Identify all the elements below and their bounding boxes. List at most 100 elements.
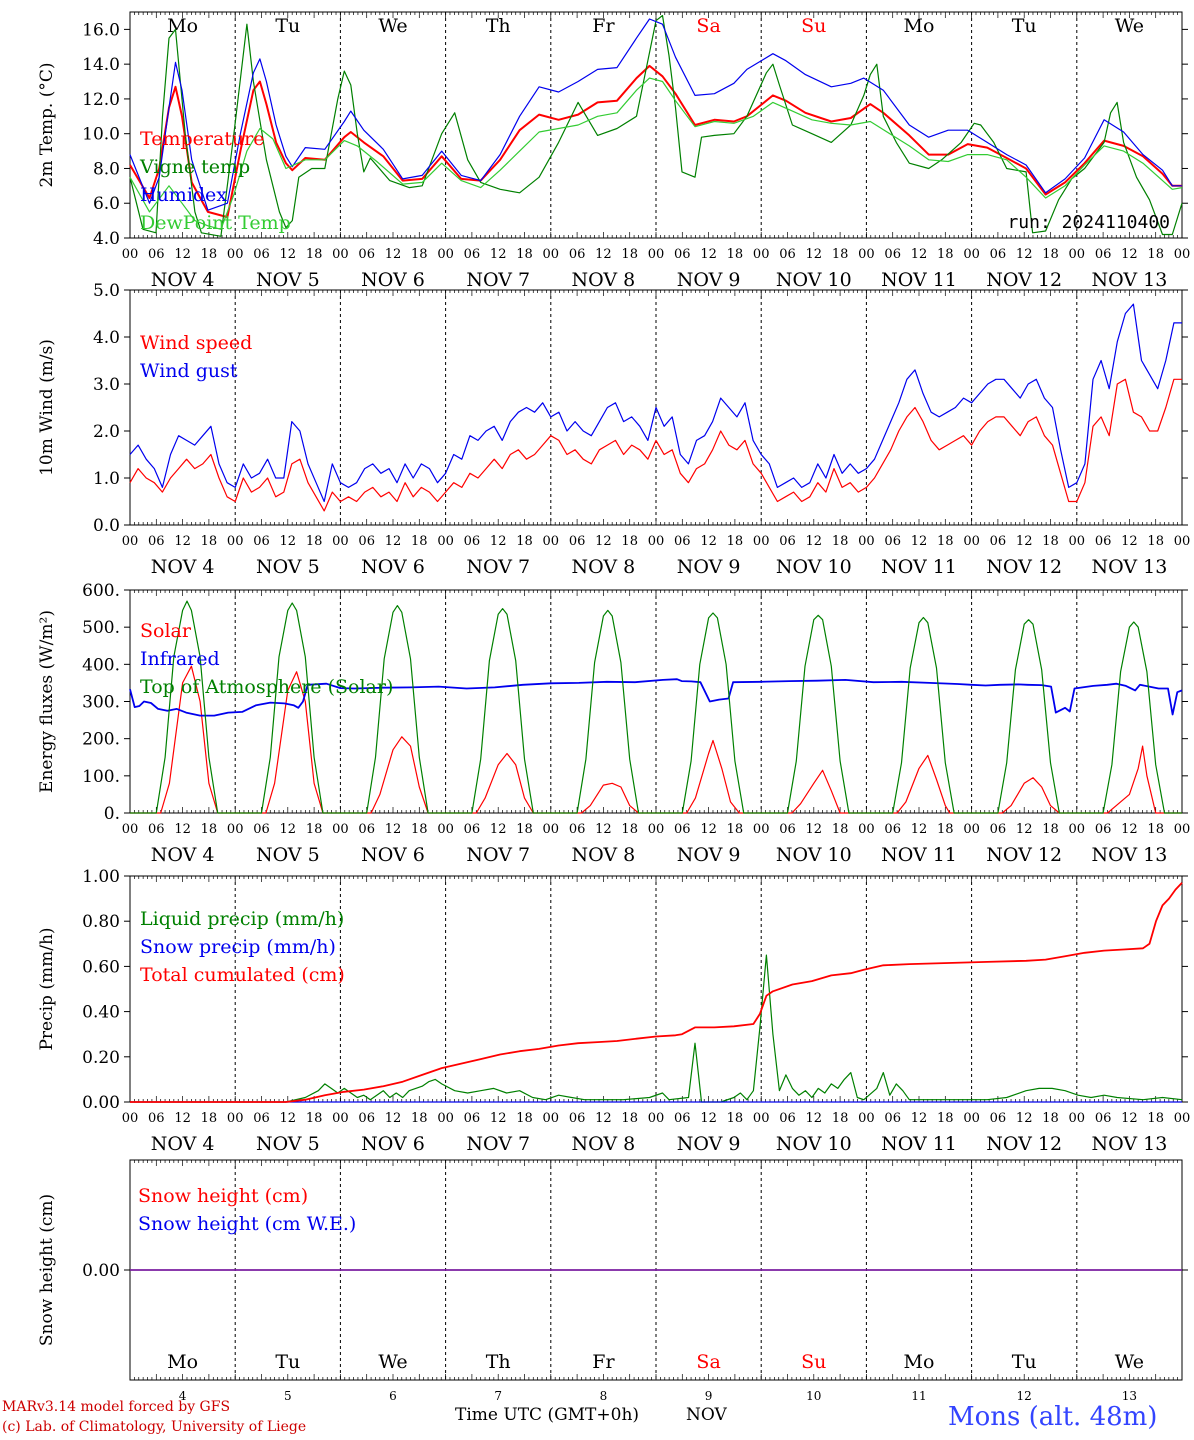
temp-date-label: NOV 8	[572, 269, 636, 291]
wind-hour-label: 06	[253, 534, 270, 549]
snow-weekday-label: Th	[486, 1351, 511, 1373]
wind-date-label: NOV 4	[151, 556, 215, 578]
precip-hour-label: 18	[1042, 1111, 1059, 1126]
wind-hour-label: 00	[858, 534, 875, 549]
temp-hour-label: 18	[621, 247, 638, 262]
energy-hour-label: 18	[832, 822, 849, 837]
temp-weekday-label: Th	[486, 15, 511, 37]
wind-hour-label: 12	[911, 534, 928, 549]
precip-y-tick-label: 0.20	[82, 1048, 120, 1068]
wind-y-tick-label: 2.0	[93, 422, 120, 442]
wind-date-label: NOV 6	[361, 556, 425, 578]
precip-hour-label: 18	[516, 1111, 533, 1126]
wind-hour-label: 06	[569, 534, 586, 549]
wind-series-line	[129, 303, 1182, 503]
precip-date-label: NOV 13	[1091, 1133, 1167, 1155]
wind-hour-label: 12	[1016, 534, 1033, 549]
temp-hour-label: 06	[569, 247, 586, 262]
temp-date-label: NOV 13	[1091, 269, 1167, 291]
temp-date-label: NOV 9	[677, 269, 741, 291]
wind-y-tick-label: 3.0	[93, 375, 120, 395]
snow-weekday-label: Tu	[275, 1351, 300, 1373]
temp-legend-entry: Humidex	[140, 184, 227, 206]
energy-hour-label: 06	[569, 822, 586, 837]
snow-weekday-label: Fr	[592, 1351, 615, 1373]
precip-date-label: NOV 9	[677, 1133, 741, 1155]
energy-legend-entry: Solar	[140, 620, 192, 642]
temp-hour-label: 00	[437, 247, 454, 262]
energy-date-label: NOV 8	[572, 844, 636, 866]
energy-hour-label: 06	[884, 822, 901, 837]
precip-hour-label: 12	[1121, 1111, 1138, 1126]
precip-legend-entry: Liquid precip (mm/h)	[140, 908, 344, 930]
precip-hour-label: 12	[1016, 1111, 1033, 1126]
precip-date-label: NOV 6	[361, 1133, 425, 1155]
precip-hour-label: 12	[700, 1111, 717, 1126]
temp-hour-label: 00	[963, 247, 980, 262]
temp-hour-label: 12	[280, 247, 297, 262]
precip-hour-label: 00	[753, 1111, 770, 1126]
snow-weekday-label: Tu	[1012, 1351, 1037, 1373]
wind-hour-label: 06	[464, 534, 481, 549]
precip-hour-label: 18	[727, 1111, 744, 1126]
temp-hour-label: 12	[700, 247, 717, 262]
wind-date-label: NOV 12	[986, 556, 1062, 578]
precip-hour-label: 12	[490, 1111, 507, 1126]
temp-hour-label: 18	[1147, 247, 1164, 262]
temp-hour-label: 00	[1069, 247, 1086, 262]
energy-hour-label: 00	[753, 822, 770, 837]
wind-series-line	[129, 378, 1182, 512]
run-label: run: 2024110400	[1007, 212, 1170, 233]
wind-hour-label: 00	[648, 534, 665, 549]
snow-day-number-label: 6	[389, 1389, 397, 1403]
temp-hour-label: 12	[911, 247, 928, 262]
energy-hour-label: 18	[201, 822, 218, 837]
energy-legend-entry: Infrared	[140, 648, 220, 670]
precip-hour-label: 00	[332, 1111, 349, 1126]
snow-day-number-label: 9	[705, 1389, 713, 1403]
energy-hour-label: 06	[779, 822, 796, 837]
precip-date-label: NOV 11	[881, 1133, 957, 1155]
wind-hour-label: 12	[280, 534, 297, 549]
wind-hour-label: 06	[779, 534, 796, 549]
temp-date-label: NOV 12	[986, 269, 1062, 291]
snow-legend-entry: Snow height (cm W.E.)	[138, 1213, 356, 1235]
precip-y-axis-title: Precip (mm/h)	[37, 927, 57, 1050]
energy-date-label: NOV 10	[776, 844, 852, 866]
snow-y-tick-label: 0.00	[82, 1261, 120, 1281]
temp-hour-label: 06	[358, 247, 375, 262]
temp-hour-label: 18	[306, 247, 323, 262]
precip-hour-label: 06	[674, 1111, 691, 1126]
precip-hour-label: 00	[227, 1111, 244, 1126]
wind-date-label: NOV 11	[881, 556, 957, 578]
energy-hour-label: 00	[648, 822, 665, 837]
temp-hour-label: 06	[253, 247, 270, 262]
precip-hour-label: 06	[148, 1111, 165, 1126]
temp-date-label: NOV 5	[256, 269, 320, 291]
precip-hour-label: 06	[1095, 1111, 1112, 1126]
energy-hour-label: 00	[227, 822, 244, 837]
credits-line-2: (c) Lab. of Climatology, University of L…	[2, 1419, 307, 1435]
precip-series-line	[130, 882, 1183, 1103]
energy-hour-label: 12	[700, 822, 717, 837]
wind-hour-label: 18	[1042, 534, 1059, 549]
temp-hour-label: 00	[332, 247, 349, 262]
wind-hour-label: 18	[1147, 534, 1164, 549]
temp-hour-label: 18	[201, 247, 218, 262]
energy-hour-label: 06	[358, 822, 375, 837]
precip-date-label: NOV 10	[776, 1133, 852, 1155]
wind-hour-label: 12	[806, 534, 823, 549]
temp-y-tick-label: 10.0	[82, 125, 120, 145]
energy-hour-label: 18	[516, 822, 533, 837]
temp-weekday-label: Fr	[592, 15, 615, 37]
energy-hour-label: 18	[1147, 822, 1164, 837]
wind-hour-label: 18	[516, 534, 533, 549]
wind-hour-label: 12	[1121, 534, 1138, 549]
energy-y-tick-label: 500.	[82, 618, 120, 638]
temp-y-tick-label: 6.0	[93, 194, 120, 214]
x-axis-title: Time UTC (GMT+0h)	[455, 1405, 640, 1425]
energy-date-label: NOV 9	[677, 844, 741, 866]
temp-hour-label: 00	[227, 247, 244, 262]
temp-hour-label: 18	[411, 247, 428, 262]
station-label: Mons (alt. 48m)	[948, 1402, 1158, 1432]
